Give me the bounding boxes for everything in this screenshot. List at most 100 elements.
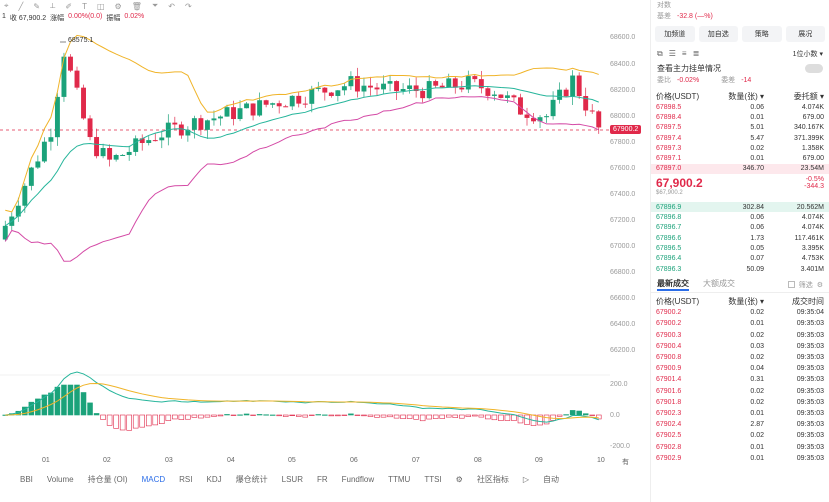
candlestick-chart[interactable] [0,0,650,470]
settings-icon[interactable]: ⚙ [816,281,823,289]
macd-bar [491,414,498,421]
ask-row[interactable]: 67897.0 346.70 23.54M [651,163,829,175]
ask-row[interactable]: 67898.4 0.01 679.00 [656,113,824,121]
indicator-ttsi[interactable]: TTSI [424,474,442,484]
text-tool-icon[interactable]: T [82,1,87,11]
ask-row[interactable]: 67897.4 5.47 371.399K [656,134,824,142]
undo-icon[interactable]: ↶ [168,1,175,11]
macd-bar [145,414,152,427]
ask-row[interactable]: 67897.5 5.01 340.167K [656,124,824,132]
indicator-fundflow[interactable]: Fundflow [341,474,375,484]
indicator-fr[interactable]: FR [316,474,328,484]
filter-icon[interactable]: ⏷ [151,1,159,10]
macd-bar [354,414,361,416]
bid-row[interactable]: 67896.7 0.06 4.074K [656,224,824,232]
indicator-volume[interactable]: Volume [46,474,74,484]
bid-row[interactable]: 67896.8 0.06 4.074K [656,214,824,222]
indicator-liquidation[interactable]: 爆仓统计 [235,474,268,484]
community-indicator-button[interactable]: 社区指标 [476,474,509,484]
pencil-icon[interactable]: ✎ [33,1,41,11]
strategy-button[interactable]: 策略 [742,26,782,42]
candle-body [426,81,432,99]
macd-bar [426,414,432,420]
current-price-tag: 67900.2 [610,125,642,134]
indicator-rsi[interactable]: RSI [179,474,193,484]
ratio-row: 委比 -0.02% 委差 -14 [657,76,752,85]
candle-body [81,87,86,119]
precision-select[interactable]: 1位小数 ▾ [792,51,823,58]
candle-body [15,205,21,217]
orderbook-copy-icon[interactable]: ⧉ [657,49,663,58]
orderbook-both-icon[interactable]: ☰ [668,49,676,58]
candle-body [257,100,263,116]
candle-body [504,95,510,98]
macd-bar [41,394,48,416]
bid-row[interactable]: 67896.9 302.84 20.562M [651,202,829,213]
tab-large-trades[interactable]: 大额成交 [703,279,735,289]
indicator-kdj[interactable]: KDJ [206,474,222,484]
main-force-row: 查看主力挂单情况 [651,62,829,74]
macd-bar [198,414,204,419]
indicator-oi[interactable]: 持仓量 (OI) [87,474,128,484]
candle-body [394,81,400,92]
candle-body [289,95,295,107]
candle-body [276,103,282,107]
ask-row[interactable]: 67898.5 0.06 4.074K [656,103,824,111]
macd-bar [172,414,178,420]
overview-button[interactable]: 展况 [785,26,825,42]
macd-bar [582,413,589,416]
indicator-ttmu[interactable]: TTMU [388,474,411,484]
ask-row[interactable]: 67897.1 0.01 679.00 [656,155,824,163]
candle-body [550,99,556,117]
candle-body [478,79,484,89]
bid-row[interactable]: 67896.3 50.09 3.401M [656,265,824,273]
tab-latest-trades[interactable]: 最新成交 [657,278,689,292]
candle-body [413,85,419,92]
candle-body [335,90,341,96]
ruler-icon[interactable]: ⟂ [50,1,56,10]
candle-body [537,117,543,122]
top-contract-row: 对数 [657,2,671,9]
indicator-macd[interactable]: MACD [141,474,166,484]
measure-icon[interactable]: ◫ [96,1,105,11]
candle-body [100,148,106,157]
macd-bar [256,414,263,416]
chart-area[interactable]: ⌖ ╱ ✎ ⟂ ✐ T ◫ ⚙ 🗑 ⏷ ↶ ↷ 1 收 67,900.2 涨幅 … [0,0,650,502]
macd-bar [322,414,328,416]
main-force-toggle[interactable] [805,63,823,73]
scroll-right-icon[interactable]: ▷ [522,474,529,484]
settings-icon[interactable]: ⚙ [114,1,122,11]
orderbook-asks-icon[interactable]: ≣ [692,49,700,58]
candle-body [2,225,8,240]
redo-icon[interactable]: ↷ [184,1,192,11]
brush-icon[interactable]: ✐ [65,1,73,11]
candle-body [204,120,210,130]
candle-body [407,85,413,90]
bid-row[interactable]: 67896.6 1.73 117.461K [656,234,824,242]
macd-bar [61,384,67,416]
macd-bar [348,413,354,416]
candle-body [452,78,458,88]
cursor-icon[interactable]: ⌖ [4,1,9,10]
bid-row[interactable]: 67896.5 0.05 3.395K [656,244,824,252]
trade-row: 67901.8 0.02 09:35:03 [656,398,824,406]
auto-label[interactable]: 自动 [543,474,559,484]
macd-bar [230,414,237,416]
gear-icon[interactable]: ⚙ [455,474,463,484]
indicator-lsur[interactable]: LSUR [281,474,303,484]
bid-row[interactable]: 67896.4 0.07 4.753K [656,255,824,263]
orderbook-bids-icon[interactable]: ≡ [681,49,687,58]
add-favorite-button[interactable]: 加自选 [698,26,738,42]
macd-bar [413,414,419,420]
line-tool-icon[interactable]: ╱ [18,1,24,11]
ask-row[interactable]: 67897.3 0.02 1.358K [656,144,824,152]
trash-icon[interactable]: 🗑 [131,1,142,11]
indicator-bbi[interactable]: BBI [20,474,33,484]
add-channel-button[interactable]: 加频道 [655,26,695,42]
candle-body [511,95,517,98]
macd-dea [5,382,599,419]
filter-checkbox[interactable] [787,281,795,289]
candle-body [354,76,360,92]
macd-bar [243,413,250,416]
candle-body [250,103,256,116]
